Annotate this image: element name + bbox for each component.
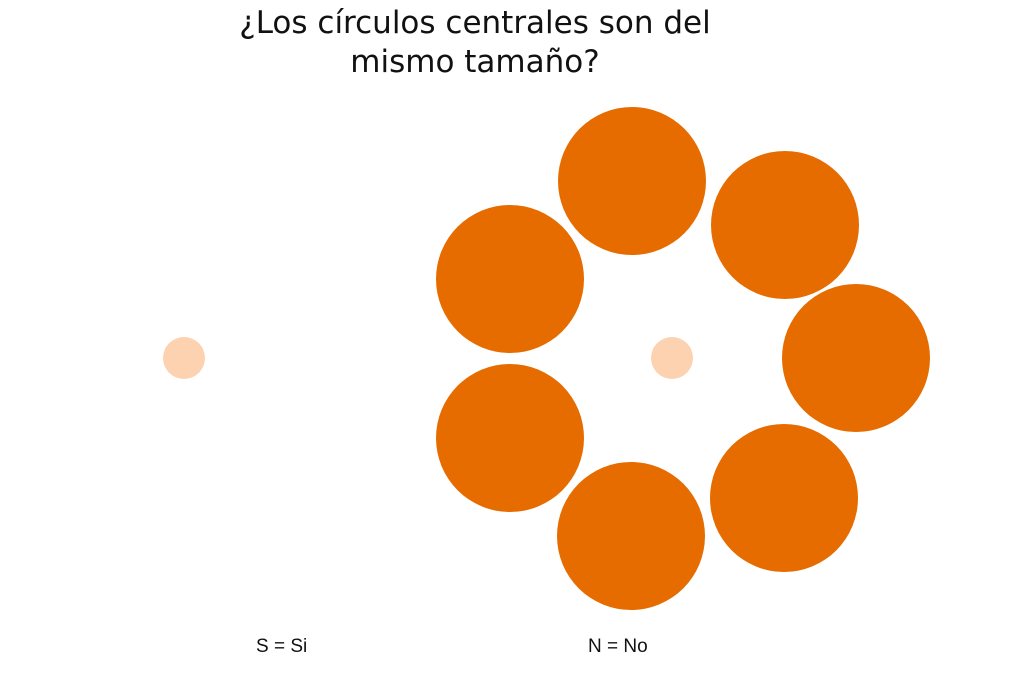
surrounding-circle-top [558,107,706,255]
surrounding-circle-top-left [436,205,584,353]
surrounding-circle-bottom-left [436,364,584,512]
left-center-circle [163,337,205,379]
answer-no-label: N = No [588,636,648,657]
surrounding-circle-right [782,284,930,432]
question-line-1: ¿Los círculos centrales son del [239,5,711,41]
question-title: ¿Los círculos centrales son del mismo ta… [160,4,790,82]
surrounding-circles-group [436,107,930,610]
answer-yes-label: S = Si [256,636,308,657]
surrounding-circle-bottom [557,462,705,610]
surrounding-circle-top-right [711,151,859,299]
surrounding-circle-bottom-right [710,424,858,572]
question-line-2: mismo tamaño? [350,44,600,80]
right-center-circle [651,337,693,379]
